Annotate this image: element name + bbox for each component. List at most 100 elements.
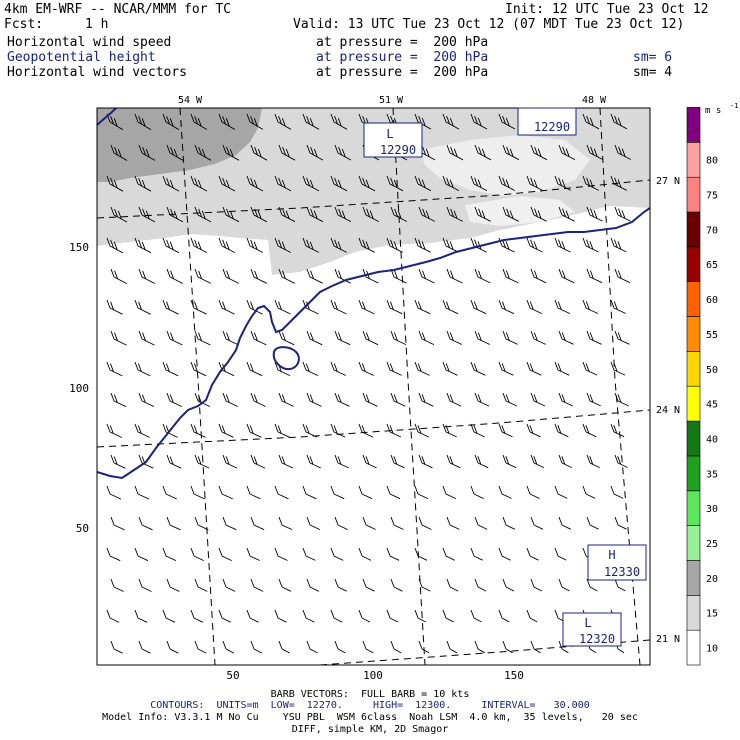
wind-barb — [274, 547, 288, 561]
wind-barb — [138, 144, 156, 161]
wind-barb — [306, 330, 323, 346]
lon-line-48w — [599, 108, 641, 665]
wind-barb — [110, 516, 125, 531]
colorbar-cell — [686, 211, 701, 248]
wind-barb — [362, 206, 380, 222]
colorbar-cell — [686, 629, 701, 666]
colorbar-label: 15 — [706, 609, 718, 620]
wind-barb — [358, 175, 376, 192]
lat-line-24n — [97, 409, 650, 448]
wind-barb — [530, 206, 547, 222]
wind-barb — [358, 609, 371, 623]
shading-gap — [420, 135, 590, 196]
wind-barb — [362, 640, 374, 654]
wind-barb — [502, 268, 519, 284]
wind-barb — [474, 640, 486, 654]
wind-barb — [386, 609, 399, 623]
wind-barb — [586, 392, 601, 407]
wind-barb — [446, 330, 462, 345]
wind-barb — [166, 268, 184, 284]
field-sm-geopotential: sm= 6 — [633, 50, 673, 65]
wind-barb — [554, 485, 568, 499]
colorbar-cell — [686, 594, 701, 631]
wind-barb — [390, 330, 407, 346]
wind-barb — [106, 423, 122, 438]
wind-barb — [474, 206, 491, 222]
center-low-3 — [562, 612, 622, 647]
wind-barb — [386, 175, 404, 192]
field-name-geopotential: Geopotential height — [7, 50, 156, 65]
wind-barb — [302, 361, 319, 377]
wind-barb — [530, 578, 542, 592]
wind-barb — [162, 175, 180, 192]
wind-barb — [474, 516, 488, 530]
wind-barb — [470, 113, 488, 130]
wind-barb — [362, 392, 378, 407]
wind-barb — [582, 361, 598, 376]
wind-barb — [162, 485, 177, 500]
wind-barb — [134, 361, 151, 377]
wind-barb — [222, 640, 235, 654]
init-time: Init: 12 UTC Tue 23 Oct 12 — [505, 2, 709, 17]
wind-barb — [330, 175, 348, 192]
wind-barb — [138, 640, 151, 654]
wind-barb — [526, 485, 540, 499]
wind-barb — [610, 299, 626, 314]
wind-barb — [190, 609, 203, 623]
wind-barb — [498, 299, 515, 315]
field-name-wind-speed: Horizontal wind speed — [7, 35, 172, 50]
colorbar-cell — [686, 142, 701, 178]
wind-barb — [218, 175, 236, 192]
wind-barb — [110, 268, 128, 285]
wind-barb — [614, 454, 628, 468]
wind-barb — [474, 144, 492, 161]
wind-barb — [558, 392, 573, 407]
colorbar-cell — [686, 455, 701, 492]
wind-barb — [222, 578, 236, 592]
wind-barb — [498, 609, 510, 623]
wind-barb — [586, 516, 599, 530]
wind-barb — [362, 454, 377, 469]
wind-barb — [530, 268, 547, 284]
wind-barb — [530, 330, 546, 345]
wind-barb — [358, 547, 372, 561]
wind-barb — [390, 578, 403, 592]
colorbar-label: 35 — [706, 469, 718, 480]
colorbar-units: m s — [705, 106, 721, 116]
wind-barb — [274, 609, 287, 623]
wind-barb — [330, 485, 345, 500]
wind-barb — [246, 609, 259, 623]
wind-barb — [166, 640, 179, 654]
wind-barb — [162, 361, 179, 377]
wind-barb — [526, 423, 541, 438]
wind-barb — [162, 609, 176, 623]
field-pressure-wind-vectors: at pressure = 200 hPa — [316, 65, 489, 80]
shading-gap — [465, 196, 575, 226]
wind-barb — [190, 175, 208, 192]
wind-barb — [334, 516, 348, 531]
wind-barb — [558, 268, 575, 284]
wind-barb — [502, 330, 518, 345]
height-contour-closed — [272, 346, 300, 371]
wind-barb — [138, 268, 156, 284]
wind-barb — [502, 640, 513, 654]
wind-barb — [586, 268, 603, 284]
y-tick-50: 50 — [76, 522, 89, 535]
wind-barb — [134, 609, 148, 623]
wind-barb — [250, 330, 267, 346]
wind-barb — [558, 330, 574, 345]
wind-barb — [190, 113, 208, 130]
wind-barb — [470, 485, 484, 500]
wind-barb — [110, 206, 128, 223]
wind-barb — [250, 144, 268, 161]
wind-barb — [222, 516, 237, 531]
wind-barb — [302, 609, 315, 623]
wind-barb — [446, 516, 460, 530]
wind-barb — [278, 640, 291, 654]
wind-barb — [194, 206, 212, 223]
wind-barb — [558, 578, 570, 592]
wind-barb — [134, 175, 152, 192]
wind-barb — [250, 516, 265, 531]
wind-barb — [526, 175, 544, 191]
wind-barb — [610, 113, 628, 130]
